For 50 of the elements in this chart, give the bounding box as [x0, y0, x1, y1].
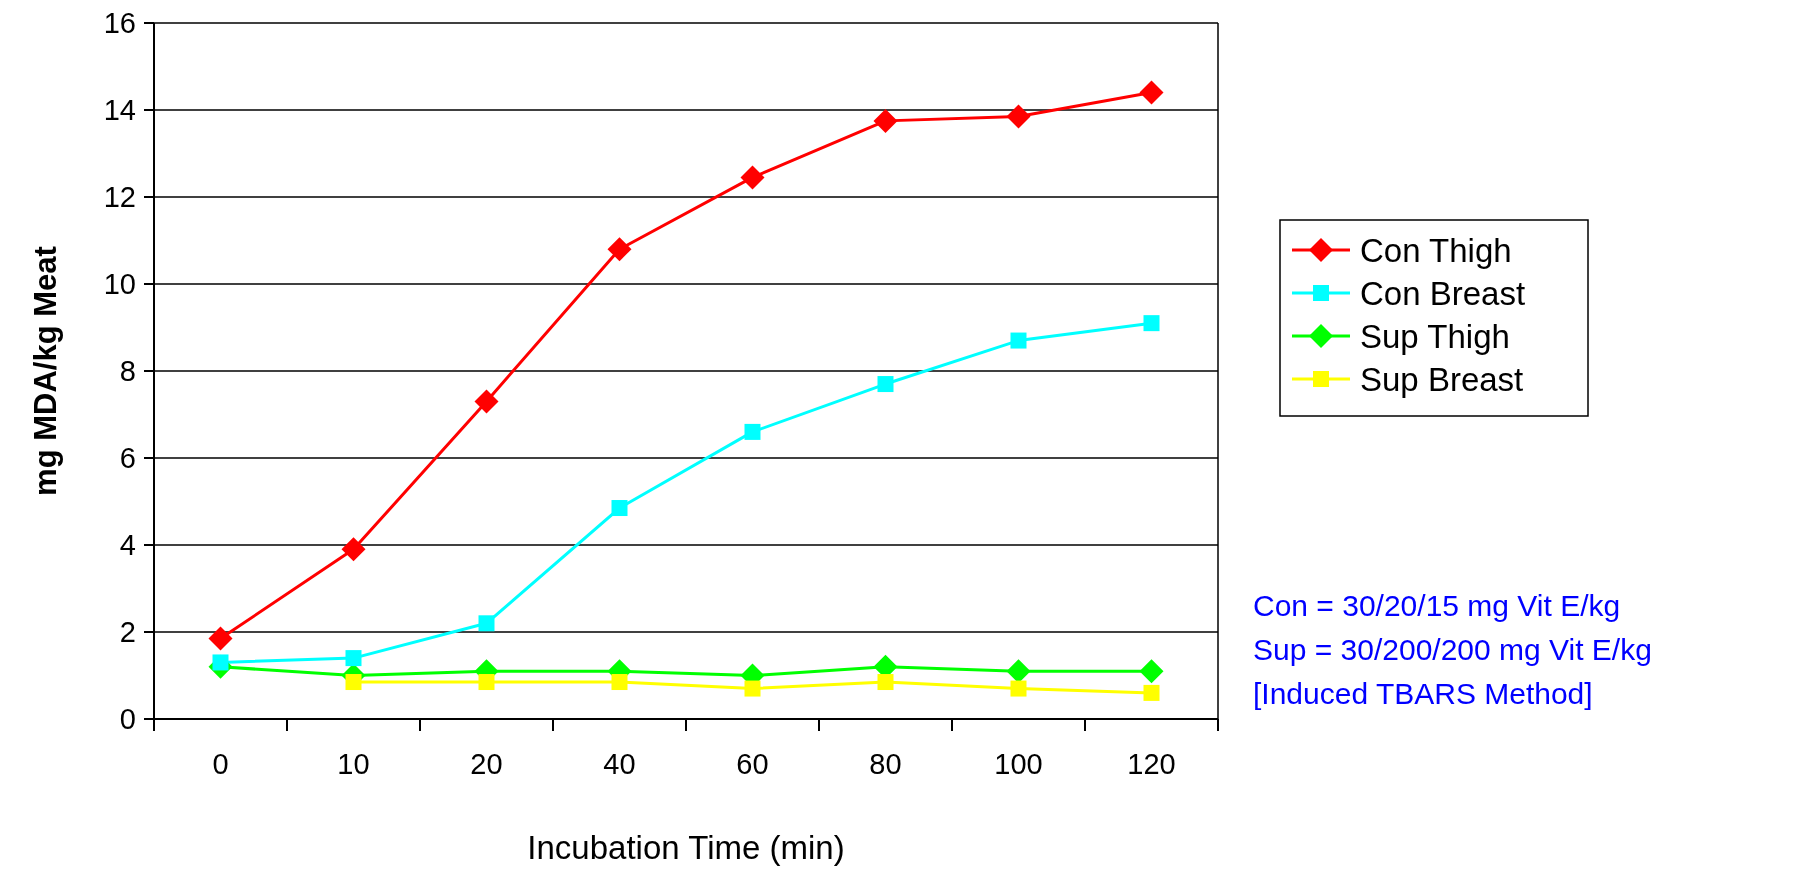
legend-label: Con Breast: [1360, 274, 1526, 312]
x-tick-label: 80: [869, 748, 902, 780]
legend-label: Con Thigh: [1360, 231, 1512, 269]
legend-label: Sup Thigh: [1360, 317, 1510, 355]
point: [474, 389, 499, 414]
point: [478, 615, 495, 632]
point: [345, 674, 362, 691]
text: Sup = 30/200/200 mg Vit E/kg: [1253, 633, 1652, 666]
y-tick-label: 16: [103, 7, 136, 40]
point: [1010, 332, 1027, 349]
point: [341, 537, 366, 562]
y-tick-label: 6: [119, 442, 136, 475]
point: [873, 108, 898, 133]
y-tick-label: 12: [103, 181, 136, 214]
y-tick-label: 2: [119, 616, 136, 649]
y-tick-label: 0: [119, 703, 136, 736]
y-tick-label: 4: [119, 529, 136, 562]
point: [744, 680, 761, 697]
point: [478, 674, 495, 691]
x-tick-label: 40: [603, 748, 636, 780]
x-tick-label: 100: [994, 748, 1043, 780]
point: [877, 376, 894, 393]
x-tick-label: 60: [736, 748, 769, 780]
point: [1010, 680, 1027, 697]
point: [1143, 684, 1160, 701]
point: [607, 237, 632, 262]
y-tick-label: 10: [103, 268, 136, 301]
point: [740, 165, 765, 190]
point: [744, 423, 761, 440]
point: [611, 500, 628, 517]
y-tick-label: 8: [119, 355, 136, 388]
point: [1139, 659, 1164, 684]
point: [877, 674, 894, 691]
point: [611, 674, 628, 691]
x-tick-label: 0: [212, 748, 229, 780]
text: Con = 30/20/15 mg Vit E/kg: [1253, 589, 1621, 622]
x-tick-label: 20: [470, 748, 503, 780]
legend-label: Sup Breast: [1360, 360, 1524, 398]
x-tick-label: 10: [337, 748, 370, 780]
point: [1006, 659, 1031, 684]
x-axis-title: Incubation Time (min): [527, 829, 845, 866]
y-axis-title: mg MDA/kg Meat: [28, 246, 63, 496]
x-tick-label: 120: [1127, 748, 1176, 780]
point: [208, 626, 233, 651]
point: [1139, 80, 1164, 105]
point: [345, 650, 362, 667]
point: [1143, 315, 1160, 332]
point: [1006, 104, 1031, 129]
text: [Induced TBARS Method]: [1253, 677, 1593, 710]
y-tick-label: 14: [103, 94, 136, 127]
